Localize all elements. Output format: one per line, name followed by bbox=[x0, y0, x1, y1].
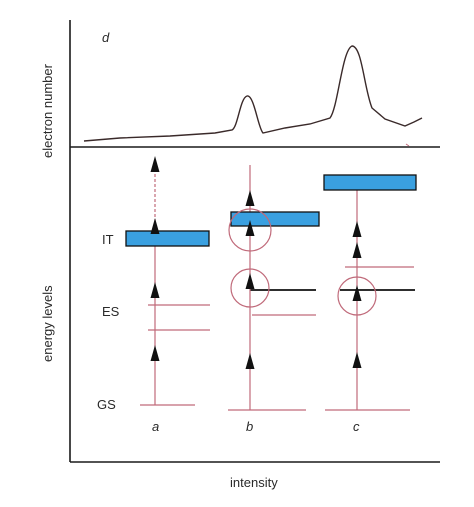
curve-tick-mark bbox=[405, 143, 410, 147]
column-c: c bbox=[323, 174, 417, 434]
electron-number-curve bbox=[83, 45, 423, 142]
column-label-a: a bbox=[152, 419, 159, 434]
ionization-band-c bbox=[323, 174, 417, 191]
resonance-circle-c bbox=[337, 276, 377, 316]
arrowhead-a-2 bbox=[150, 282, 160, 298]
column-label-b: b bbox=[246, 419, 253, 434]
column-label-c: c bbox=[353, 419, 360, 434]
ionization-band-b bbox=[230, 211, 320, 227]
level-label-gs: GS bbox=[97, 397, 116, 412]
arrowhead-c-3 bbox=[352, 242, 362, 258]
ionization-band-a bbox=[125, 230, 210, 247]
y-axis-top-label: electron number bbox=[40, 63, 55, 158]
arrowhead-b-2 bbox=[245, 273, 255, 289]
arrowhead-a-1 bbox=[150, 345, 160, 361]
x-axis-label: intensity bbox=[230, 475, 278, 490]
arrowhead-b-1 bbox=[245, 353, 255, 369]
panel-label-d: d bbox=[102, 30, 110, 45]
level-label-es: ES bbox=[102, 304, 120, 319]
arrowhead-b-4 bbox=[245, 190, 255, 206]
level-label-it: IT bbox=[102, 232, 114, 247]
arrowhead-c-4 bbox=[352, 221, 362, 237]
arrowhead-a-4 bbox=[150, 156, 160, 172]
arrowhead-a-3 bbox=[150, 218, 160, 234]
axes bbox=[69, 20, 440, 463]
arrowhead-c-2 bbox=[352, 285, 362, 301]
arrowhead-c-1 bbox=[352, 352, 362, 368]
resonance-circle-b-upper bbox=[228, 208, 272, 252]
arrowhead-b-3 bbox=[245, 220, 255, 236]
resonance-circle-b-lower bbox=[230, 268, 270, 308]
y-axis-bottom-label: energy levels bbox=[40, 285, 55, 362]
column-b: b bbox=[228, 165, 320, 434]
column-a: a bbox=[125, 156, 210, 434]
